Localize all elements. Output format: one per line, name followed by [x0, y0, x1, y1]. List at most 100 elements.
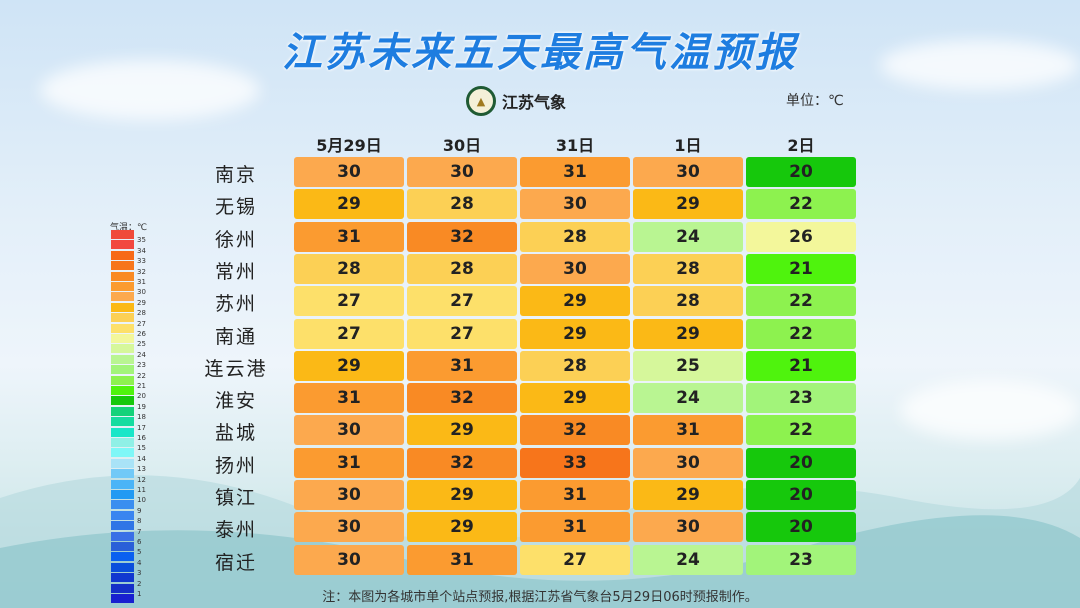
- legend-label: 24: [137, 350, 146, 359]
- temperature-cell: 30: [633, 157, 743, 187]
- legend-label: 18: [137, 413, 146, 422]
- temperature-cell: 31: [633, 415, 743, 446]
- temperature-cell: 30: [520, 189, 630, 220]
- legend-swatch: [111, 406, 134, 416]
- city-label: 常州: [214, 260, 257, 283]
- legend-label: 17: [137, 423, 146, 432]
- legend-swatch: [111, 365, 134, 375]
- legend-swatch: [111, 427, 134, 437]
- legend-label: 15: [137, 444, 146, 453]
- temperature-cell: 31: [294, 447, 404, 478]
- temperature-cell: 29: [520, 383, 630, 414]
- legend-title: 气温：℃: [110, 223, 148, 233]
- temperature-cell: 22: [746, 318, 856, 349]
- legend-swatch: [111, 448, 134, 458]
- temperature-cell: 30: [294, 415, 404, 446]
- legend-swatch: [111, 469, 134, 479]
- legend-label: 14: [137, 454, 146, 463]
- temperature-cell: 32: [407, 221, 517, 252]
- legend-label: 2: [137, 579, 142, 588]
- temperature-cell: 22: [746, 286, 856, 317]
- legend-label: 25: [137, 340, 146, 349]
- temperature-cell: 27: [294, 318, 404, 349]
- legend-label: 8: [137, 517, 142, 526]
- temperature-cell: 29: [633, 480, 743, 510]
- legend-label: 12: [137, 475, 146, 484]
- legend-label: 35: [137, 236, 146, 245]
- temperature-cell: 27: [520, 544, 630, 575]
- legend-label: 28: [137, 309, 146, 318]
- column-header: 2日: [787, 136, 815, 155]
- temperature-cell: 28: [407, 253, 517, 284]
- temperature-cell: 29: [407, 480, 517, 510]
- cloud: [880, 40, 1080, 90]
- legend-label: 33: [137, 257, 146, 266]
- footer-note: 注：本图为各城市单个站点预报,根据江苏省气象台5月29日06时预报制作。: [322, 590, 758, 605]
- temperature-cell: 28: [520, 221, 630, 252]
- legend-swatch: [111, 261, 134, 271]
- temperature-cell: 23: [746, 383, 856, 414]
- legend-label: 31: [137, 278, 146, 286]
- legend-label: 6: [137, 538, 142, 546]
- temperature-cell: 30: [294, 544, 404, 575]
- legend-swatch: [111, 302, 134, 312]
- legend-swatch: [111, 282, 134, 291]
- city-label: 淮安: [214, 390, 257, 413]
- legend-swatch: [111, 562, 134, 572]
- temperature-cell: 20: [746, 480, 856, 510]
- temperature-cell: 27: [407, 318, 517, 349]
- city-label: 盐城: [214, 422, 257, 445]
- city-label: 无锡: [214, 196, 257, 219]
- temperature-cell: 31: [520, 512, 630, 543]
- legend-label: 27: [137, 319, 146, 328]
- legend-swatch: [111, 510, 134, 520]
- legend-label: 30: [137, 288, 146, 297]
- temperature-cell: 23: [746, 544, 856, 575]
- legend-label: 26: [137, 330, 146, 338]
- temperature-cell: 31: [407, 544, 517, 575]
- unit-label: 单位：℃: [786, 93, 844, 109]
- temperature-cell: 30: [633, 512, 743, 543]
- legend-label: 7: [137, 527, 142, 536]
- temperature-cell: 31: [520, 157, 630, 187]
- temperature-cell: 28: [520, 350, 630, 381]
- legend-swatch: [111, 458, 134, 468]
- cloud: [900, 380, 1080, 440]
- column-header: 1日: [674, 136, 702, 155]
- temperature-cell: 20: [746, 447, 856, 478]
- temperature-cell: 24: [633, 544, 743, 575]
- city-label: 泰州: [214, 519, 257, 542]
- temperature-cell: 29: [407, 415, 517, 446]
- temperature-cell: 29: [294, 189, 404, 220]
- legend-label: 22: [137, 371, 146, 380]
- temperature-cell: 28: [633, 286, 743, 317]
- legend-swatch: [111, 490, 134, 499]
- legend-swatch: [111, 386, 134, 395]
- legend-swatch: [111, 344, 134, 354]
- temperature-cell: 30: [520, 253, 630, 284]
- legend-swatch: [111, 250, 134, 260]
- legend-label: 29: [137, 298, 146, 307]
- temperature-cell: 21: [746, 350, 856, 381]
- page-title: 江苏未来五天最高气温预报: [282, 30, 798, 76]
- city-label: 连云港: [204, 357, 268, 380]
- temperature-cell: 31: [520, 480, 630, 510]
- temperature-cell: 30: [294, 512, 404, 543]
- temperature-cell: 25: [633, 350, 743, 381]
- legend-swatch: [111, 313, 134, 323]
- logo-text: 江苏气象: [502, 93, 567, 112]
- temperature-cell: 28: [407, 189, 517, 220]
- temperature-cell: 20: [746, 157, 856, 187]
- legend-label: 4: [137, 558, 142, 567]
- temperature-cell: 27: [407, 286, 517, 317]
- city-label: 扬州: [214, 454, 257, 477]
- temperature-cell: 22: [746, 189, 856, 220]
- legend-swatch: [111, 417, 134, 427]
- legend-swatch: [111, 375, 134, 385]
- legend-label: 20: [137, 392, 146, 401]
- temperature-cell: 32: [520, 415, 630, 446]
- cloud: [40, 60, 260, 120]
- temperature-cell: 29: [294, 350, 404, 381]
- legend-swatch: [111, 531, 134, 541]
- temperature-cell: 28: [633, 253, 743, 284]
